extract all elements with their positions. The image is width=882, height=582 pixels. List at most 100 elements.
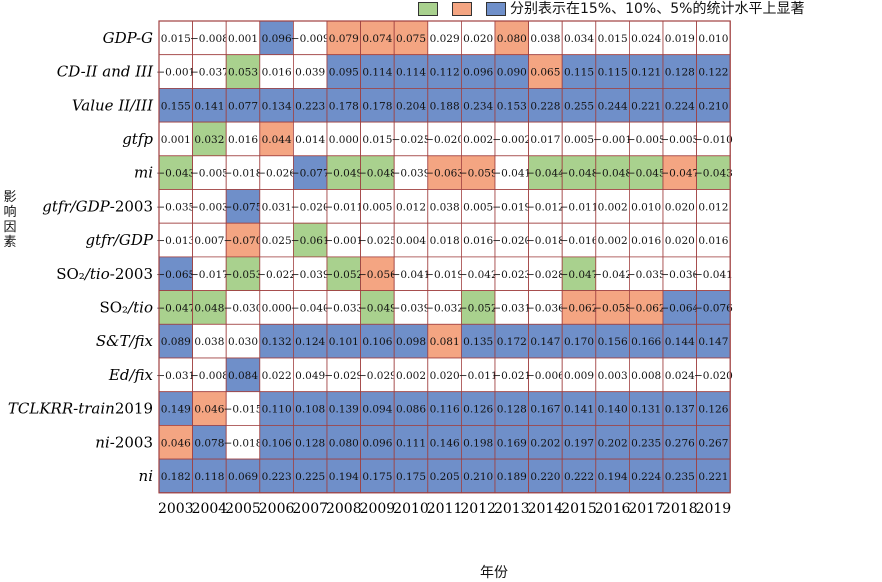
cell-value: 0.044 xyxy=(262,134,292,146)
heatmap-cell xyxy=(494,222,529,258)
legend-swatch-10pct xyxy=(452,2,472,16)
heatmap-cell xyxy=(225,357,261,393)
cell-value: 0.114 xyxy=(362,67,392,79)
cell-value: −0.002 xyxy=(492,134,531,146)
cell-value: −0.042 xyxy=(459,269,498,281)
cell-value: 0.204 xyxy=(396,100,426,112)
cell-value: 0.224 xyxy=(631,471,661,483)
row-label: mi xyxy=(134,164,153,182)
row-label: Value II/III xyxy=(72,96,154,114)
cell-value: 0.134 xyxy=(262,100,292,112)
cell-value: 0.169 xyxy=(497,437,527,449)
cell-value: 0.137 xyxy=(665,404,695,416)
cell-value: 0.077 xyxy=(228,100,258,112)
cell-value: −0.037 xyxy=(190,67,229,79)
cell-value: 0.002 xyxy=(463,134,493,146)
cell-value: −0.045 xyxy=(627,168,666,180)
heatmap-cell xyxy=(393,20,429,56)
cell-value: 0.223 xyxy=(262,471,292,483)
heatmap-cell xyxy=(696,424,731,460)
cell-value: −0.001 xyxy=(593,134,632,146)
cell-value: 0.032 xyxy=(194,134,224,146)
heatmap-cell xyxy=(696,290,731,325)
cell-value: −0.003 xyxy=(190,201,229,213)
cell-value: −0.036 xyxy=(526,302,565,314)
cell-value: 0.276 xyxy=(665,437,695,449)
heatmap-cell xyxy=(528,256,563,291)
cell-value: −0.070 xyxy=(224,235,263,247)
heatmap-cell xyxy=(360,222,395,258)
cell-value: 0.267 xyxy=(698,437,728,449)
cell-value: 0.198 xyxy=(463,437,493,449)
cell-value: 0.149 xyxy=(161,404,191,416)
heatmap-cell xyxy=(259,20,294,56)
x-tick-label: 2006 xyxy=(259,501,295,517)
cell-value: −0.018 xyxy=(224,168,263,180)
heatmap-cell xyxy=(259,222,294,258)
cell-value: 0.222 xyxy=(564,471,594,483)
heatmap-cell xyxy=(158,458,193,494)
row-label: gtfr/GDP xyxy=(85,231,153,249)
heatmap-cell xyxy=(629,458,664,494)
cell-value: 0.096 xyxy=(262,33,292,45)
cell-value: −0.011 xyxy=(324,201,363,213)
cell-value: 0.114 xyxy=(396,67,426,79)
heatmap-cell xyxy=(561,155,597,190)
cell-value: −0.048 xyxy=(560,168,599,180)
heatmap-cell xyxy=(696,391,731,426)
cell-value: 0.022 xyxy=(262,370,292,382)
cell-value: 0.094 xyxy=(362,404,392,416)
cell-value: 0.235 xyxy=(665,471,695,483)
heatmap-cell xyxy=(662,20,697,56)
cell-value: 0.024 xyxy=(665,370,695,382)
heatmap-cell xyxy=(696,20,731,56)
heatmap-cell xyxy=(192,458,227,494)
heatmap-cell xyxy=(360,391,395,426)
cell-value: −0.012 xyxy=(526,201,565,213)
cell-value: −0.048 xyxy=(358,168,397,180)
cell-value: 0.194 xyxy=(329,471,359,483)
cell-value: 0.002 xyxy=(598,235,628,247)
cell-value: 0.038 xyxy=(530,33,560,45)
cell-value: 0.128 xyxy=(665,67,695,79)
cell-value: 0.144 xyxy=(665,336,695,348)
cell-value: −0.039 xyxy=(392,168,431,180)
cell-value: −0.018 xyxy=(224,437,263,449)
heatmap-cell xyxy=(662,54,697,89)
legend-text: 分别表示在15%、10%、5%的统计水平上显著 xyxy=(510,1,805,17)
cell-value: 0.095 xyxy=(329,67,359,79)
cell-value: 0.012 xyxy=(396,201,426,213)
x-tick-label: 2003 xyxy=(158,501,194,517)
heatmap-cell xyxy=(595,256,630,291)
heatmap-cell xyxy=(225,323,261,359)
cell-value: −0.049 xyxy=(358,302,397,314)
x-tick-label: 2011 xyxy=(427,501,463,517)
heatmap-cell xyxy=(360,121,395,157)
heatmap-cell xyxy=(292,88,328,123)
cell-value: 0.001 xyxy=(228,33,258,45)
cell-value: 0.074 xyxy=(362,33,392,45)
heatmap-cell xyxy=(494,256,529,291)
cell-value: −0.020 xyxy=(291,201,330,213)
heatmap-cell xyxy=(696,222,731,258)
cell-value: 0.156 xyxy=(598,336,628,348)
heatmap-cell xyxy=(561,189,597,224)
cell-value: −0.056 xyxy=(358,269,397,281)
cell-value: 0.049 xyxy=(295,370,325,382)
cell-value: 0.106 xyxy=(262,437,292,449)
cell-value: −0.031 xyxy=(492,302,531,314)
x-tick-label: 2013 xyxy=(494,501,530,517)
cell-value: 0.101 xyxy=(329,336,359,348)
cell-value: −0.039 xyxy=(392,302,431,314)
heatmap-cell xyxy=(494,323,529,359)
cell-value: −0.035 xyxy=(156,201,195,213)
cell-value: −0.040 xyxy=(291,302,330,314)
cell-value: −0.076 xyxy=(694,302,733,314)
cell-value: 0.078 xyxy=(194,437,224,449)
cell-value: 0.108 xyxy=(295,404,325,416)
heatmap-cell xyxy=(561,54,597,89)
heatmap-cell xyxy=(393,357,429,393)
heatmap-cell xyxy=(192,256,227,291)
cell-value: −0.059 xyxy=(459,168,498,180)
cell-value: 0.016 xyxy=(463,235,493,247)
